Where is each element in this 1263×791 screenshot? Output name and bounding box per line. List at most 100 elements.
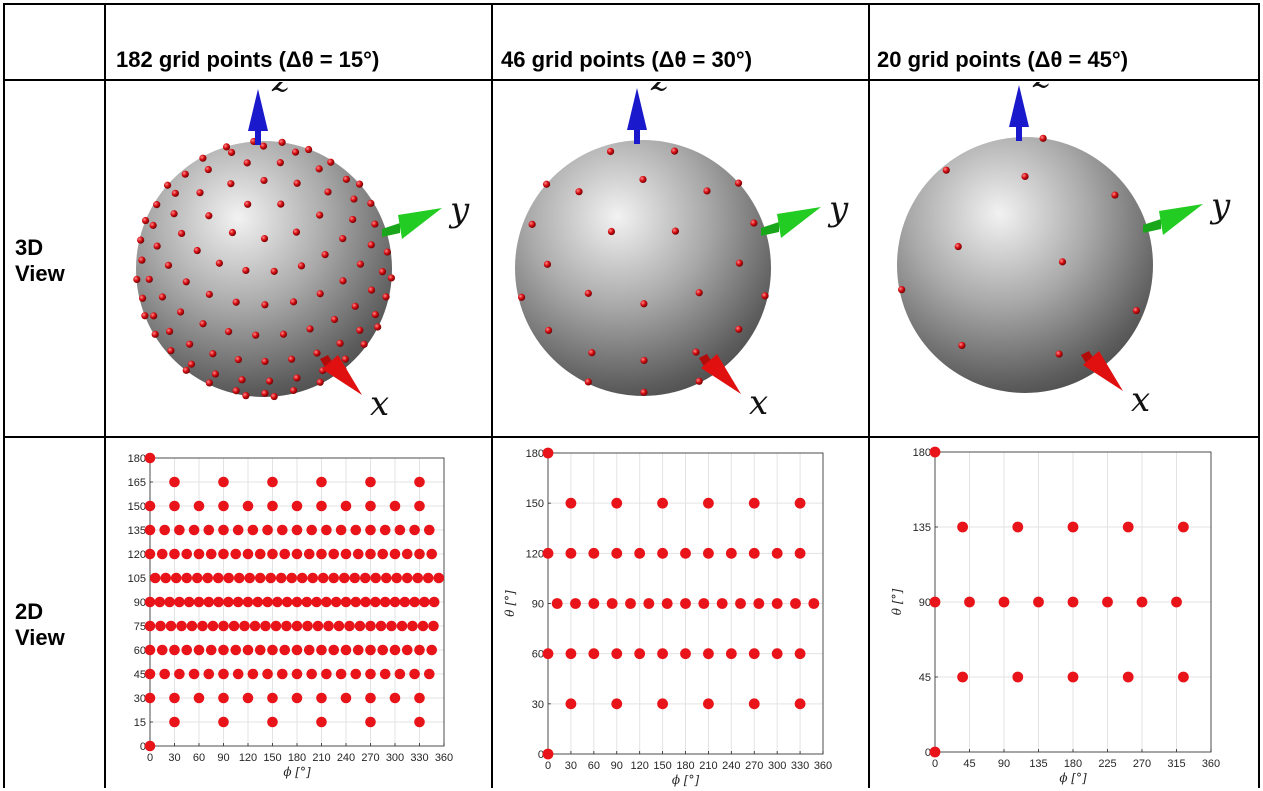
z-axis-shaft (255, 131, 261, 145)
sphere-point (232, 298, 240, 306)
table-border-left (3, 3, 5, 788)
data-point (232, 524, 244, 536)
data-point (230, 548, 242, 560)
sphere-point (339, 277, 347, 285)
sphere-point (306, 325, 314, 333)
sphere-point (178, 229, 186, 238)
y-tick-label: 45 (919, 672, 931, 684)
sphere-point (336, 339, 344, 347)
data-point (242, 692, 254, 704)
sphere-point (227, 148, 236, 157)
col-divider-3 (868, 3, 870, 788)
sphere-point (242, 266, 250, 275)
data-point (311, 596, 322, 608)
data-point (291, 668, 303, 680)
sphere-point (606, 147, 615, 156)
data-point (551, 598, 563, 609)
data-point (657, 648, 668, 660)
data-point (1122, 521, 1134, 533)
data-point (725, 648, 737, 660)
data-point (790, 598, 801, 609)
sphere-point (367, 199, 375, 207)
x-tick-label: 270 (361, 752, 379, 764)
data-point (249, 620, 261, 632)
data-point (386, 620, 397, 632)
sphere-point (542, 180, 551, 188)
data-point (414, 692, 425, 704)
y-tick-label: 60 (532, 649, 544, 661)
data-point (281, 620, 292, 632)
data-point (588, 547, 600, 559)
row-label-3d-line2: View (15, 261, 65, 286)
x-tick-label: 30 (565, 760, 577, 772)
sphere-point (138, 256, 146, 264)
data-point (771, 648, 783, 660)
z-axis-label: z (271, 82, 291, 100)
data-point (344, 620, 355, 632)
data-point (247, 524, 259, 536)
data-point (748, 497, 760, 509)
sphere-point (260, 234, 269, 243)
sphere-point (1055, 350, 1063, 358)
data-point (267, 500, 278, 512)
data-point (680, 598, 691, 609)
x-axis-label: x (749, 383, 768, 423)
data-point (275, 572, 287, 584)
data-point (424, 668, 435, 680)
data-point (414, 716, 425, 728)
data-point (232, 596, 244, 608)
sphere-point (193, 246, 201, 255)
sphere-point (238, 376, 246, 384)
data-point (396, 620, 408, 632)
sphere-point (265, 377, 274, 385)
data-point (365, 668, 376, 680)
sphere-point (291, 148, 300, 156)
data-point (316, 548, 327, 560)
sphere-point (761, 292, 769, 300)
sphere-point (321, 251, 329, 259)
sphere-point (181, 170, 189, 178)
sphere-point (260, 176, 268, 185)
data-point (328, 548, 340, 560)
data-point (228, 620, 240, 632)
data-point (1012, 671, 1024, 683)
y-tick-label: 90 (532, 599, 544, 611)
data-point (203, 668, 215, 680)
sphere-point (695, 377, 703, 385)
sphere-point (158, 293, 167, 301)
sphere-point (360, 340, 368, 348)
sphere-point (1132, 306, 1140, 315)
data-point (643, 598, 655, 609)
data-point (169, 548, 180, 560)
sphere-point (165, 327, 174, 336)
data-point (291, 692, 303, 704)
sphere-point (378, 268, 387, 276)
header-182-points: 182 grid points (Δθ = 15°) (116, 47, 380, 72)
sphere-point (374, 323, 382, 331)
data-point (634, 648, 646, 660)
x-tick-label: 120 (630, 760, 648, 772)
y-tick-label: 75 (134, 621, 146, 633)
data-point (365, 476, 376, 488)
sphere-point (187, 360, 196, 368)
sphere-point (1111, 191, 1119, 199)
data-point (365, 548, 376, 560)
sphere-point (141, 216, 150, 225)
sphere-point (137, 236, 145, 244)
sphere (897, 137, 1153, 393)
x-axis-label: ϕ [°] (283, 765, 311, 779)
x-tick-label: 270 (745, 760, 763, 772)
sphere-point (209, 350, 217, 358)
z-axis-arrow-head (248, 89, 268, 131)
sphere-point (382, 293, 390, 301)
data-point (218, 644, 229, 656)
data-point (414, 476, 425, 488)
data-point (149, 572, 161, 584)
sphere-point (750, 219, 758, 227)
sphere-point (261, 357, 269, 366)
data-point (433, 572, 445, 584)
sphere-point (150, 312, 158, 320)
sphere-point (351, 302, 359, 310)
data-point (606, 598, 618, 609)
